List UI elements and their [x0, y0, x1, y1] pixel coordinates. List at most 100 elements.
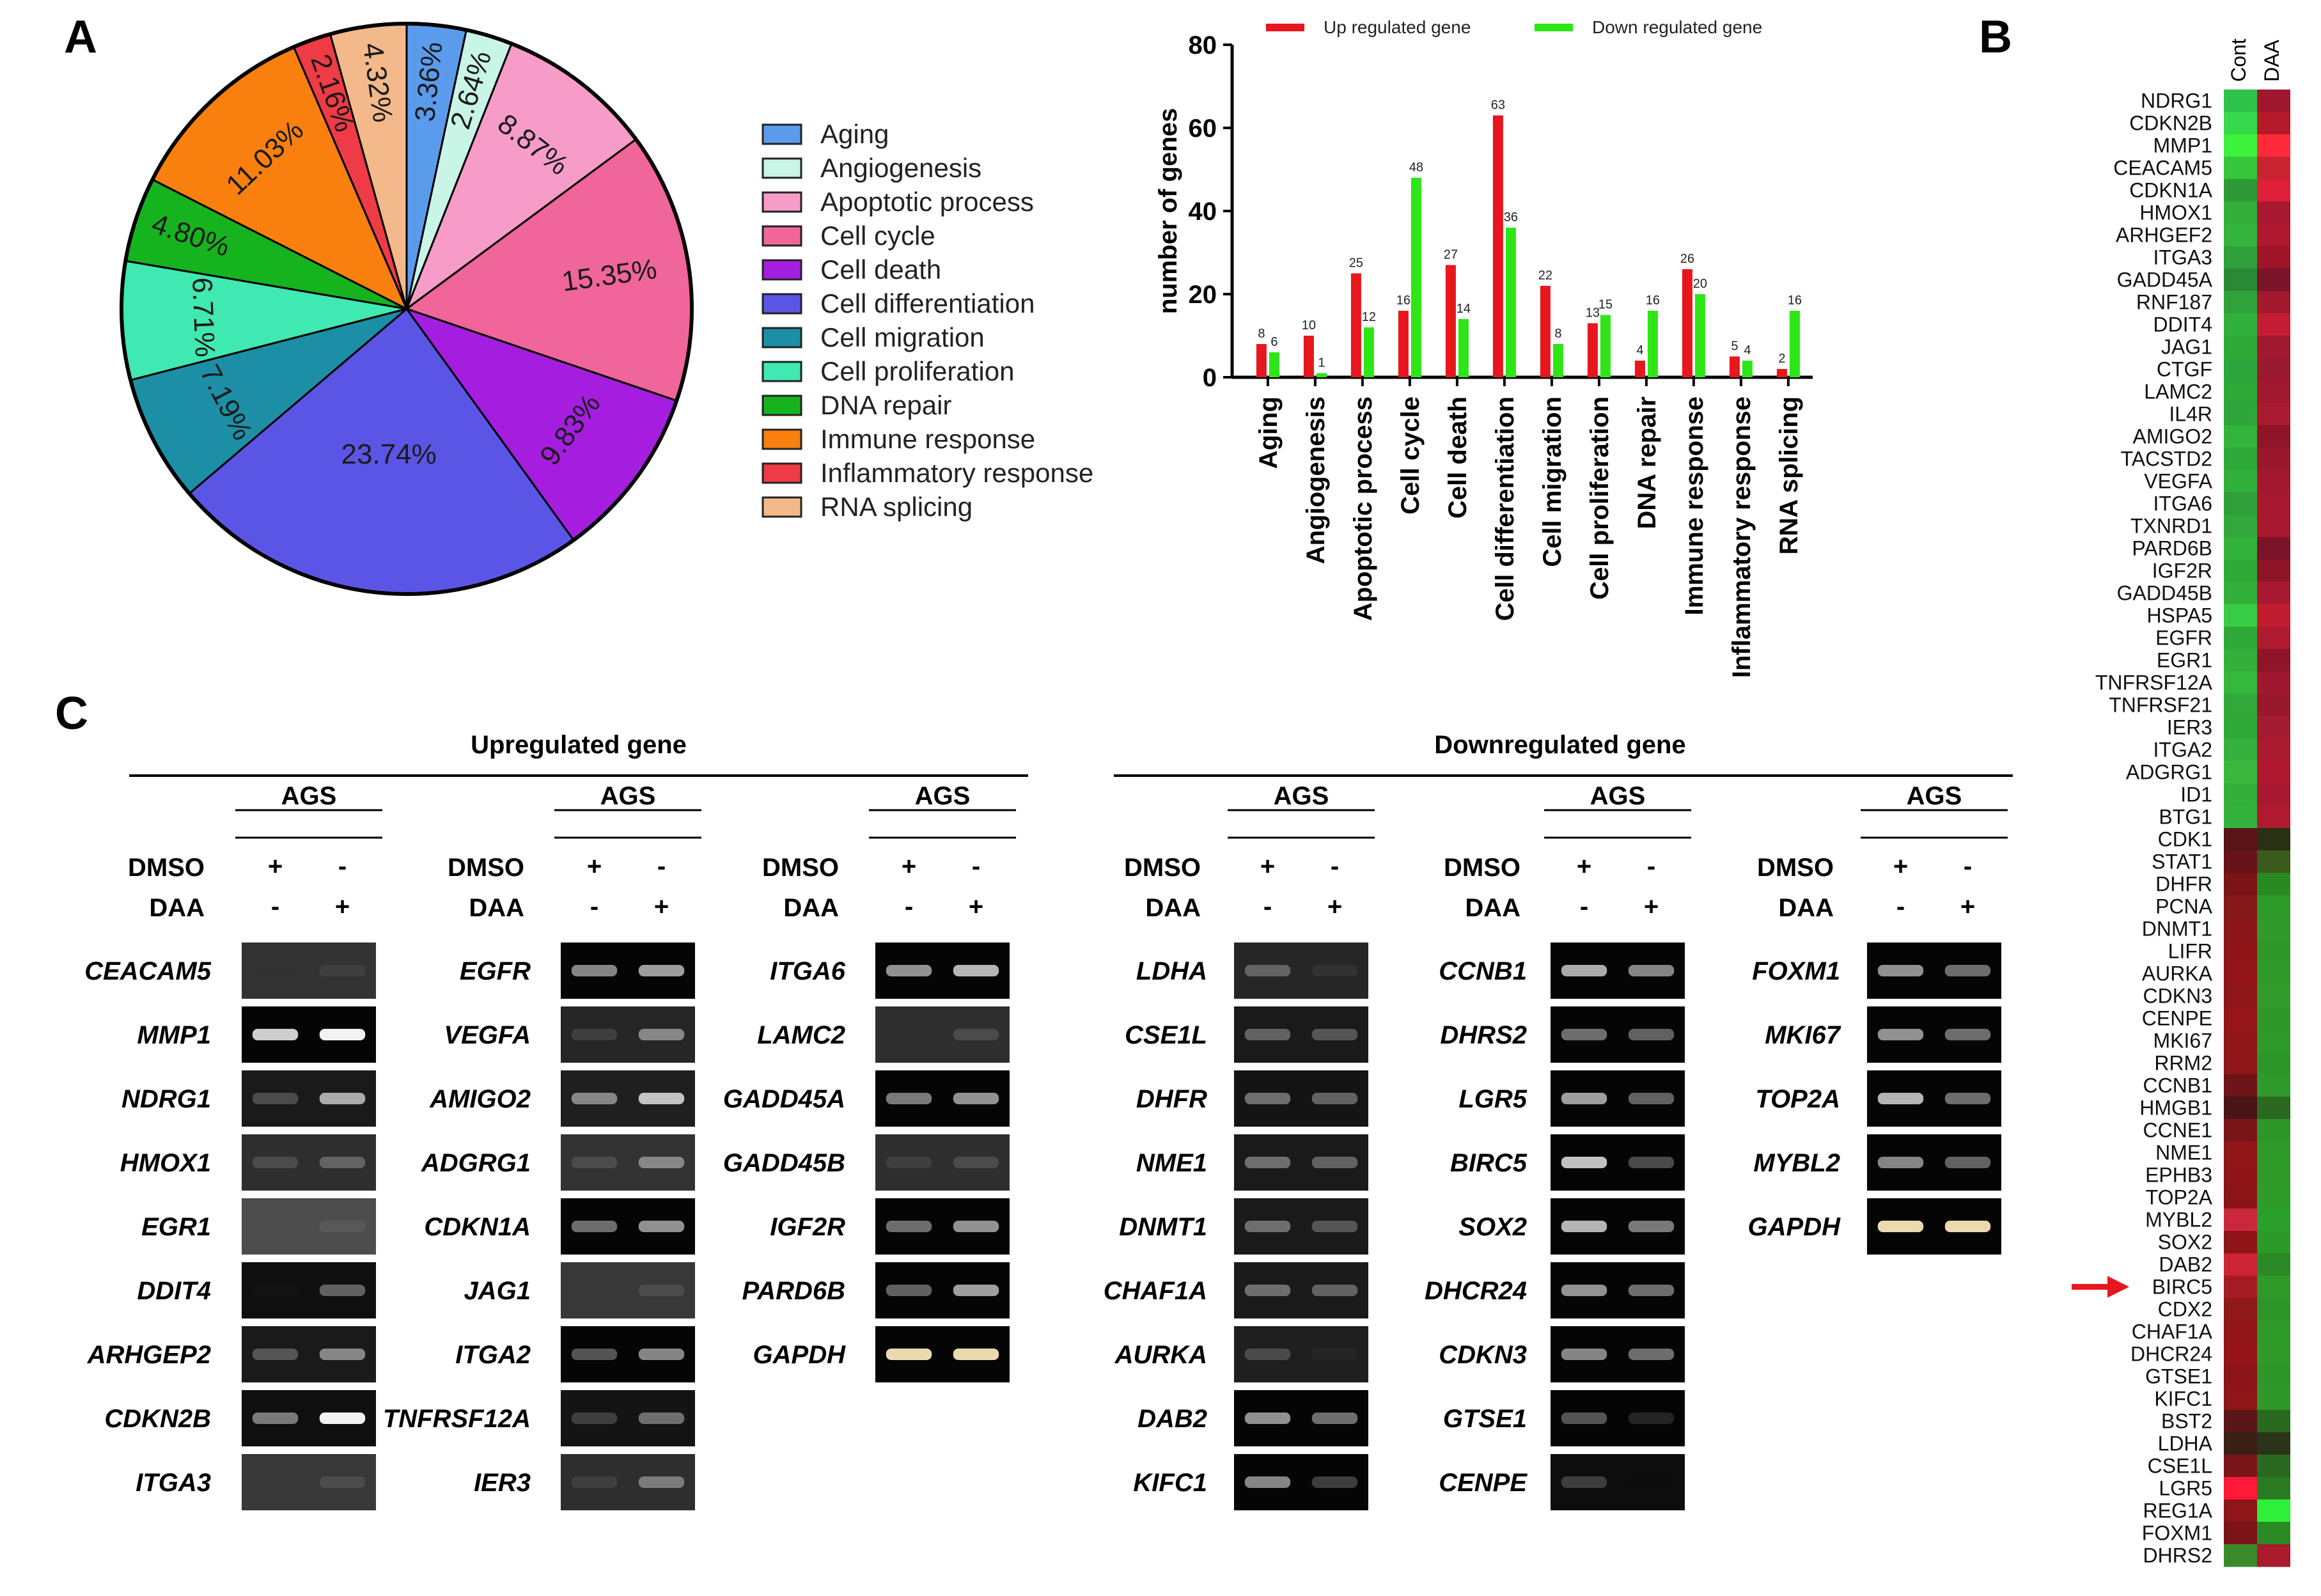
gel-band	[252, 1157, 299, 1168]
heatmap-gene-label: DDIT4	[2153, 313, 2212, 336]
gel-band	[953, 1029, 999, 1040]
heatmap-cell-cont	[2224, 1298, 2257, 1321]
heatmap-gene-label: KIFC1	[2154, 1388, 2212, 1411]
gel-band	[638, 1285, 685, 1296]
legend-label: Cell proliferation	[820, 356, 1014, 386]
bar-value-label: 36	[1504, 210, 1518, 224]
gel-band	[638, 1029, 685, 1040]
heatmap-gene-label: HMGB1	[2139, 1097, 2212, 1120]
heatmap-cell-cont	[2224, 940, 2257, 963]
gel-band	[1244, 965, 1291, 976]
bar-down	[1694, 294, 1705, 377]
gene-label: TNFRSF12A	[383, 1405, 531, 1433]
daa-sign: +	[1327, 893, 1342, 921]
gene-label: CENPE	[1439, 1469, 1528, 1497]
heatmap-gene-label: ITGA2	[2153, 739, 2212, 762]
legend-swatch	[762, 225, 802, 247]
legend-swatch	[762, 496, 802, 518]
heatmap-gene-label: MKI67	[2153, 1029, 2212, 1052]
bar-value-label: 12	[1362, 310, 1376, 324]
legend-label: Cell differentiation	[820, 288, 1035, 318]
gel-band	[571, 965, 618, 976]
gel-band	[1244, 1157, 1291, 1168]
heatmap-cell-cont	[2224, 761, 2257, 784]
bar-value-label: 2	[1778, 352, 1785, 366]
gel-band	[252, 1349, 299, 1360]
legend-swatch	[762, 428, 802, 450]
gene-label: CDKN2B	[104, 1405, 211, 1433]
legend-swatch	[762, 293, 802, 315]
cell-line-label: AGS	[1274, 782, 1329, 810]
heatmap-gene-label: LGR5	[2159, 1477, 2212, 1500]
heatmap-column-label: Cont	[2227, 38, 2250, 82]
heatmap-cell-cont	[2224, 1007, 2257, 1030]
heatmap-cell-daa	[2257, 1455, 2290, 1478]
heatmap-cell-daa	[2257, 1231, 2290, 1254]
heatmap-gene-label: IER3	[2167, 716, 2212, 739]
gene-label: DHCR24	[1425, 1277, 1527, 1305]
gene-label: CCNB1	[1439, 957, 1527, 985]
gel-band	[638, 1093, 685, 1104]
gel-band	[1561, 1093, 1607, 1104]
heatmap-gene-label: AURKA	[2142, 962, 2213, 985]
heatmap-cell-cont	[2224, 783, 2257, 806]
heatmap-cell-daa	[2257, 246, 2290, 269]
heatmap-cell-daa	[2257, 895, 2290, 918]
heatmap-gene-label: IGF2R	[2152, 559, 2212, 583]
bar-down	[1363, 327, 1374, 377]
heatmap-gene-label: MYBL2	[2145, 1209, 2212, 1232]
bar-up	[1729, 356, 1740, 377]
bar-value-label: 27	[1444, 248, 1458, 262]
gel-band	[953, 1221, 999, 1232]
heatmap-cell-daa	[2257, 649, 2290, 672]
gel-band	[953, 1349, 999, 1360]
pie-legend: Aging Angiogenesis Apoptotic process Cell c…	[762, 119, 1093, 522]
panel-label-c: C	[55, 688, 88, 739]
heatmap-cell-daa	[2257, 336, 2290, 359]
bar-down	[1458, 319, 1469, 377]
gene-label: PARD6B	[742, 1277, 845, 1305]
heatmap-cell-daa	[2257, 179, 2290, 202]
gel-band	[1561, 1029, 1607, 1040]
x-tick-label: Immune response	[1680, 396, 1708, 615]
bar-up	[1540, 286, 1551, 377]
heatmap-cell-cont	[2224, 380, 2257, 403]
heatmap-gene-label: CDX2	[2158, 1298, 2212, 1321]
gel-band	[571, 1157, 618, 1168]
heatmap-cell-cont	[2224, 336, 2257, 359]
gel-band	[1311, 1412, 1358, 1424]
heatmap-cell-daa	[2257, 1141, 2290, 1164]
heatmap-cell-daa	[2257, 582, 2290, 605]
dmso-label: DMSO	[128, 854, 205, 882]
gel-band	[638, 965, 685, 976]
gel-band	[1944, 1157, 1991, 1168]
bar-down	[1742, 361, 1753, 377]
heatmap-gene-label: CCNB1	[2143, 1074, 2212, 1097]
gene-label: ITGA6	[770, 957, 846, 985]
legend-label: Cell cycle	[820, 221, 935, 251]
heatmap-gene-label: ITGA3	[2153, 246, 2212, 269]
daa-label: DAA	[1778, 894, 1834, 922]
x-tick-label: DNA repair	[1633, 396, 1661, 529]
gel-band	[638, 1412, 685, 1424]
heatmap-gene-label: HMOX1	[2139, 201, 2212, 224]
heatmap-gene-label: GADD45B	[2117, 582, 2212, 605]
heatmap-gene-label: GADD45A	[2117, 269, 2213, 292]
gel-band	[252, 1029, 299, 1040]
heatmap-cell-cont	[2224, 895, 2257, 918]
heatmap-gene-label: BIRC5	[2152, 1276, 2212, 1299]
heatmap-cell-daa	[2257, 559, 2290, 583]
gene-label: DHFR	[1136, 1085, 1207, 1113]
legend-label: Cell death	[820, 254, 941, 285]
heatmap-cell-cont	[2224, 716, 2257, 739]
heatmap-cell-cont	[2224, 1477, 2257, 1500]
dmso-label: DMSO	[762, 854, 839, 882]
gel-band	[571, 1285, 618, 1296]
heatmap-gene-label: SOX2	[2158, 1231, 2212, 1254]
daa-sign: +	[1960, 893, 1975, 921]
gel-band	[1244, 1476, 1291, 1488]
heatmap-cell-cont	[2224, 1343, 2257, 1366]
heatmap-gene-label: CDK1	[2158, 828, 2212, 851]
bar-value-label: 25	[1349, 256, 1363, 270]
bar-value-label: 1	[1318, 356, 1325, 370]
